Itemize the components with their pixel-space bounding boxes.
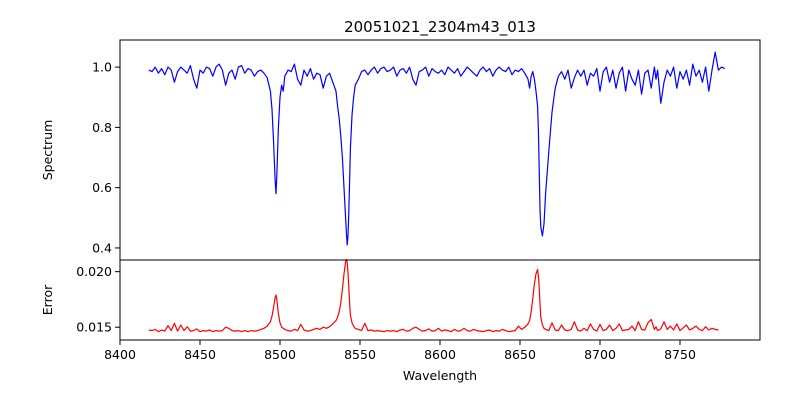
spectrum-line — [148, 51, 726, 246]
error-y-tick-label: 0.020 — [76, 264, 112, 279]
error-y-axis-label: Error — [40, 284, 55, 315]
spectrum-y-tick-label: 0.8 — [92, 120, 112, 135]
x-tick-label: 8550 — [344, 347, 376, 362]
spectrum-y-tick-label: 0.4 — [92, 240, 112, 255]
error-panel: 0.015 0.020 Error — [40, 258, 761, 341]
spectrum-panel: 0.4 0.6 0.8 1.0 Spectrum — [40, 39, 761, 261]
error-y-tick-label: 0.015 — [76, 320, 112, 335]
spectrum-y-axis-label: Spectrum — [40, 120, 55, 181]
x-axis-ticks: 8400 8450 8500 8550 8600 8650 8700 8750 — [104, 340, 696, 362]
x-tick-label: 8750 — [664, 347, 696, 362]
spectrum-y-ticks: 0.4 0.6 0.8 1.0 — [92, 60, 120, 255]
spectrum-y-tick-label: 0.6 — [92, 180, 112, 195]
x-tick-label: 8400 — [104, 347, 136, 362]
error-line — [148, 258, 719, 333]
x-tick-label: 8600 — [424, 347, 456, 362]
x-axis-label: Wavelength — [403, 368, 477, 383]
chart-title: 20051021_2304m43_013 — [344, 18, 536, 37]
x-tick-label: 8500 — [264, 347, 296, 362]
spectrum-y-tick-label: 1.0 — [92, 60, 112, 75]
error-y-ticks: 0.015 0.020 — [76, 264, 120, 335]
x-tick-label: 8450 — [184, 347, 216, 362]
x-tick-label: 8650 — [504, 347, 536, 362]
spectrum-axes-frame — [119, 39, 761, 261]
error-axes-frame — [119, 259, 761, 341]
x-tick-label: 8700 — [584, 347, 616, 362]
